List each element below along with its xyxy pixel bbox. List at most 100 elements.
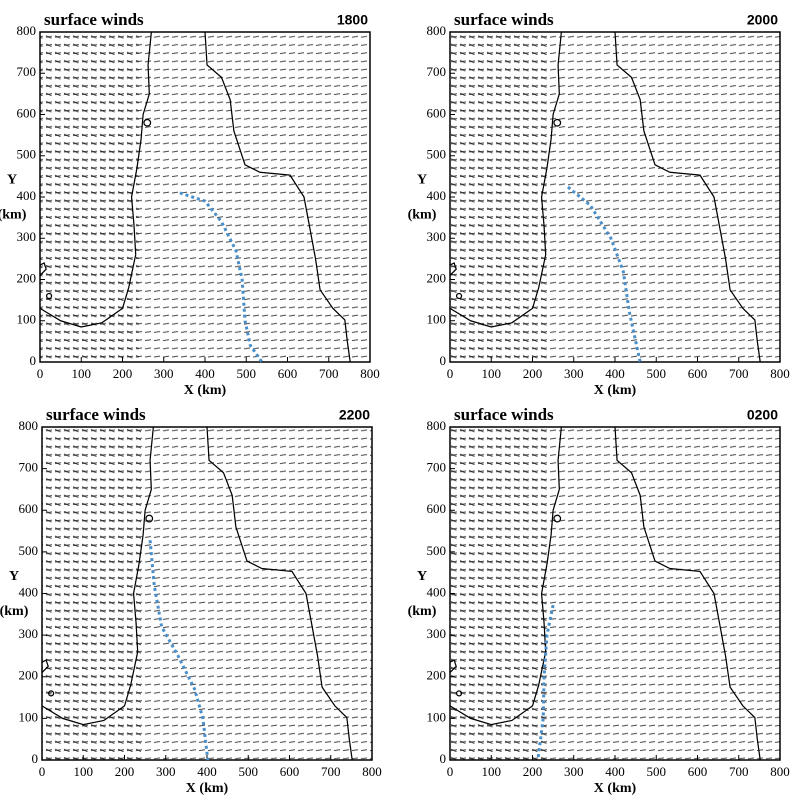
y-tick-label: 0 bbox=[32, 751, 39, 766]
y-tick-label: 0 bbox=[440, 751, 447, 766]
wind-field-west bbox=[42, 427, 141, 760]
x-tick-label: 600 bbox=[278, 366, 298, 381]
x-tick-label: 700 bbox=[729, 764, 749, 779]
panel-time: 1800 bbox=[337, 12, 368, 28]
x-tick-label: 600 bbox=[688, 764, 708, 779]
chart-title: surface winds bbox=[46, 405, 146, 424]
y-tick-label: 800 bbox=[427, 418, 447, 433]
y-axis-label: Y bbox=[9, 569, 19, 584]
y-tick-label: 100 bbox=[17, 312, 37, 327]
x-tick-label: 300 bbox=[564, 764, 584, 779]
x-axis-label: X (km) bbox=[594, 781, 637, 796]
y-tick-label: 300 bbox=[17, 229, 37, 244]
x-tick-label: 100 bbox=[72, 366, 92, 381]
x-tick-label: 0 bbox=[447, 366, 454, 381]
y-tick-label: 100 bbox=[427, 709, 447, 724]
y-tick-label: 0 bbox=[440, 353, 447, 368]
y-tick-label: 600 bbox=[427, 105, 447, 120]
y-tick-label: 200 bbox=[17, 270, 37, 285]
y-tick-label: 200 bbox=[427, 270, 447, 285]
y-tick-label: 700 bbox=[427, 460, 447, 475]
y-tick-label: 200 bbox=[427, 668, 447, 683]
front-line bbox=[148, 540, 210, 761]
y-tick-label: 400 bbox=[427, 584, 447, 599]
wind-field-west bbox=[40, 32, 139, 362]
wind-field-west bbox=[450, 427, 549, 760]
x-tick-label: 500 bbox=[647, 366, 667, 381]
x-tick-label: 500 bbox=[647, 764, 667, 779]
x-tick-label: 100 bbox=[74, 764, 94, 779]
chart-title: surface winds bbox=[454, 10, 554, 29]
y-tick-label: 500 bbox=[427, 543, 447, 558]
x-tick-label: 800 bbox=[770, 764, 790, 779]
y-tick-label: 600 bbox=[17, 105, 37, 120]
y-tick-label: 100 bbox=[19, 709, 39, 724]
x-tick-label: 700 bbox=[321, 764, 341, 779]
panel: 0 100 200 300 400 500 600 700 800 0 100 200 300 400 50… bbox=[408, 10, 790, 398]
x-tick-label: 0 bbox=[37, 366, 44, 381]
x-tick-label: 300 bbox=[156, 764, 176, 779]
x-tick-label: 800 bbox=[360, 366, 380, 381]
x-tick-label: 300 bbox=[154, 366, 174, 381]
panel-time: 2000 bbox=[747, 12, 778, 28]
y-tick-label: 300 bbox=[19, 626, 39, 641]
x-tick-label: 300 bbox=[564, 366, 584, 381]
panel-time: 0200 bbox=[747, 407, 778, 423]
x-tick-label: 800 bbox=[770, 366, 790, 381]
x-tick-label: 400 bbox=[197, 764, 217, 779]
x-tick-label: 100 bbox=[482, 366, 502, 381]
x-tick-label: 400 bbox=[605, 366, 625, 381]
y-axis-label: Y bbox=[7, 173, 17, 188]
y-axis-label: (km) bbox=[408, 208, 437, 223]
y-tick-label: 200 bbox=[19, 668, 39, 683]
panel-time: 2200 bbox=[339, 407, 370, 423]
x-axis-label: X (km) bbox=[594, 383, 637, 398]
x-tick-label: 400 bbox=[605, 764, 625, 779]
y-tick-label: 500 bbox=[19, 543, 39, 558]
x-tick-label: 200 bbox=[113, 366, 133, 381]
y-tick-label: 400 bbox=[17, 188, 37, 203]
y-tick-label: 800 bbox=[19, 418, 39, 433]
panel: 0 100 200 300 400 500 600 700 800 0 100 200 300 400 50… bbox=[408, 405, 790, 796]
x-tick-label: 0 bbox=[447, 764, 454, 779]
x-tick-label: 500 bbox=[237, 366, 257, 381]
panel: 0 100 200 300 400 500 600 700 800 0 100 200 300 400 50… bbox=[0, 10, 380, 398]
chart-title: surface winds bbox=[44, 10, 144, 29]
y-tick-label: 600 bbox=[427, 501, 447, 516]
y-tick-label: 500 bbox=[427, 147, 447, 162]
y-tick-label: 400 bbox=[19, 584, 39, 599]
x-tick-label: 100 bbox=[482, 764, 502, 779]
y-axis-label: Y bbox=[417, 173, 427, 188]
x-tick-label: 200 bbox=[523, 366, 543, 381]
y-tick-label: 0 bbox=[30, 353, 37, 368]
y-tick-label: 100 bbox=[427, 312, 447, 327]
x-tick-label: 0 bbox=[39, 764, 46, 779]
front-line bbox=[179, 191, 264, 363]
x-tick-label: 400 bbox=[195, 366, 215, 381]
x-tick-label: 200 bbox=[523, 764, 543, 779]
y-axis-label: Y bbox=[417, 569, 427, 584]
x-axis-label: X (km) bbox=[184, 383, 227, 398]
y-tick-label: 600 bbox=[19, 501, 39, 516]
x-tick-label: 700 bbox=[319, 366, 339, 381]
y-tick-label: 800 bbox=[427, 23, 447, 38]
x-tick-label: 200 bbox=[115, 764, 135, 779]
y-tick-label: 800 bbox=[17, 23, 37, 38]
chart-title: surface winds bbox=[454, 405, 554, 424]
y-axis-label: (km) bbox=[0, 604, 29, 619]
x-tick-label: 600 bbox=[280, 764, 300, 779]
y-tick-label: 300 bbox=[427, 626, 447, 641]
y-axis-label: (km) bbox=[0, 208, 27, 223]
y-tick-label: 300 bbox=[427, 229, 447, 244]
wind-field-west bbox=[450, 32, 549, 362]
front-line bbox=[567, 185, 642, 363]
x-tick-label: 700 bbox=[729, 366, 749, 381]
y-tick-label: 700 bbox=[427, 64, 447, 79]
x-tick-label: 500 bbox=[239, 764, 259, 779]
y-tick-label: 700 bbox=[19, 460, 39, 475]
y-tick-label: 400 bbox=[427, 188, 447, 203]
x-tick-label: 800 bbox=[362, 764, 382, 779]
x-tick-label: 600 bbox=[688, 366, 708, 381]
x-axis-label: X (km) bbox=[186, 781, 229, 796]
